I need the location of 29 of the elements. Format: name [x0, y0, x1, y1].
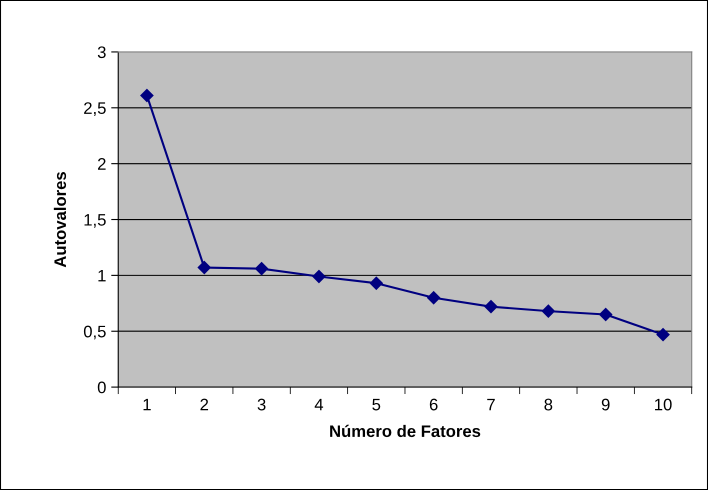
- x-tick-label: 5: [372, 398, 380, 410]
- x-tick-label: 3: [258, 398, 266, 410]
- point: [255, 262, 268, 276]
- point: [198, 260, 211, 274]
- point: [484, 300, 498, 314]
- point: [370, 276, 383, 290]
- y-axis-title: Autovalores: [54, 172, 66, 268]
- x-axis-title: Número de Fatores: [330, 424, 480, 438]
- x-tick-label: 1: [144, 398, 151, 410]
- x-tick-label: 4: [314, 398, 324, 410]
- y-tick-label: 1,5: [84, 214, 106, 228]
- point: [656, 328, 670, 342]
- point: [140, 88, 154, 102]
- x-tick-label: 8: [544, 398, 552, 410]
- x-tick-label: 10: [655, 398, 672, 410]
- y-tick-label: 0,5: [84, 326, 106, 340]
- x-tick-label: 7: [487, 398, 495, 410]
- y-tick-label: 2: [98, 158, 106, 170]
- point: [542, 304, 555, 318]
- x-tick-label: 9: [602, 398, 610, 410]
- point: [312, 270, 326, 284]
- point: [599, 308, 612, 322]
- y-tick-label: 2,5: [84, 102, 106, 116]
- x-tick-label: 6: [430, 398, 438, 410]
- point: [427, 291, 440, 304]
- y-tick-label: 3: [98, 46, 106, 58]
- x-tick-label: 2: [200, 398, 208, 410]
- y-tick-label: 0: [98, 382, 106, 394]
- y-tick-label: 1: [98, 270, 106, 282]
